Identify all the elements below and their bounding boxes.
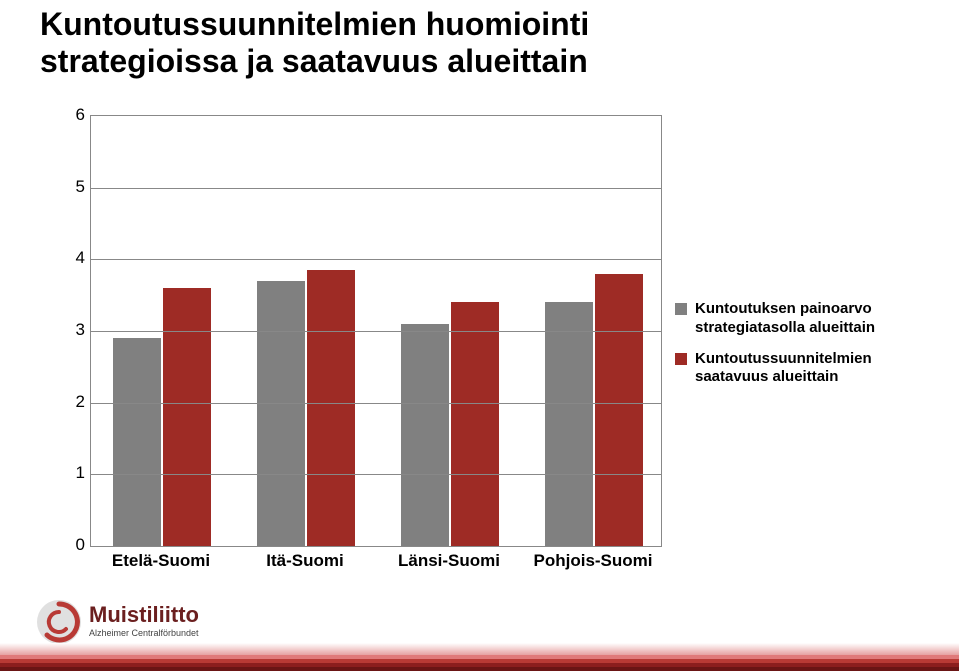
bar — [545, 302, 593, 546]
bar — [401, 324, 449, 546]
y-tick-label: 5 — [40, 177, 85, 197]
x-tick-label: Länsi-Suomi — [389, 551, 509, 571]
gridline — [91, 188, 661, 189]
legend-label: Kuntoutussuunnitelmien saatavuus alueitt… — [695, 350, 925, 388]
x-tick-label: Pohjois-Suomi — [533, 551, 653, 571]
footer-stripes — [0, 643, 959, 671]
brand-logo: Muistiliitto Alzheimer Centralförbundet — [35, 598, 235, 646]
bar — [595, 274, 643, 546]
title-line-2: strategioissa ja saatavuus alueittain — [40, 43, 588, 79]
bar — [257, 281, 305, 546]
y-tick-label: 2 — [40, 392, 85, 412]
footer-stripe — [0, 667, 959, 671]
logo-text: Muistiliitto Alzheimer Centralförbundet — [89, 602, 199, 638]
legend-item: Kuntoutussuunnitelmien saatavuus alueitt… — [675, 350, 925, 388]
y-tick-label: 6 — [40, 105, 85, 125]
bar — [451, 302, 499, 546]
legend: Kuntoutuksen painoarvo strategiatasolla … — [675, 300, 925, 399]
legend-swatch-icon — [675, 303, 687, 315]
x-tick-label: Itä-Suomi — [245, 551, 365, 571]
y-tick-label: 3 — [40, 320, 85, 340]
bar — [163, 288, 211, 546]
gridline — [91, 403, 661, 404]
legend-label: Kuntoutuksen painoarvo strategiatasolla … — [695, 300, 925, 338]
logo-swirl-icon — [35, 598, 83, 646]
y-tick-label: 4 — [40, 248, 85, 268]
bar-chart: Kuntoutuksen painoarvo strategiatasolla … — [40, 115, 920, 585]
plot-area — [90, 115, 662, 547]
gridline — [91, 259, 661, 260]
bar — [113, 338, 161, 546]
page: Kuntoutussuunnitelmien huomiointi strate… — [0, 0, 959, 671]
page-title: Kuntoutussuunnitelmien huomiointi strate… — [40, 6, 920, 80]
logo-brand-name: Muistiliitto — [89, 602, 199, 628]
gridline — [91, 331, 661, 332]
y-tick-label: 1 — [40, 463, 85, 483]
logo-subtitle: Alzheimer Centralförbundet — [89, 628, 199, 638]
bar — [307, 270, 355, 546]
x-tick-label: Etelä-Suomi — [101, 551, 221, 571]
gridline — [91, 474, 661, 475]
legend-item: Kuntoutuksen painoarvo strategiatasolla … — [675, 300, 925, 338]
y-tick-label: 0 — [40, 535, 85, 555]
legend-swatch-icon — [675, 353, 687, 365]
footer-gradient — [0, 643, 959, 655]
footer-stripe-container — [0, 655, 959, 671]
title-line-1: Kuntoutussuunnitelmien huomiointi — [40, 6, 589, 42]
